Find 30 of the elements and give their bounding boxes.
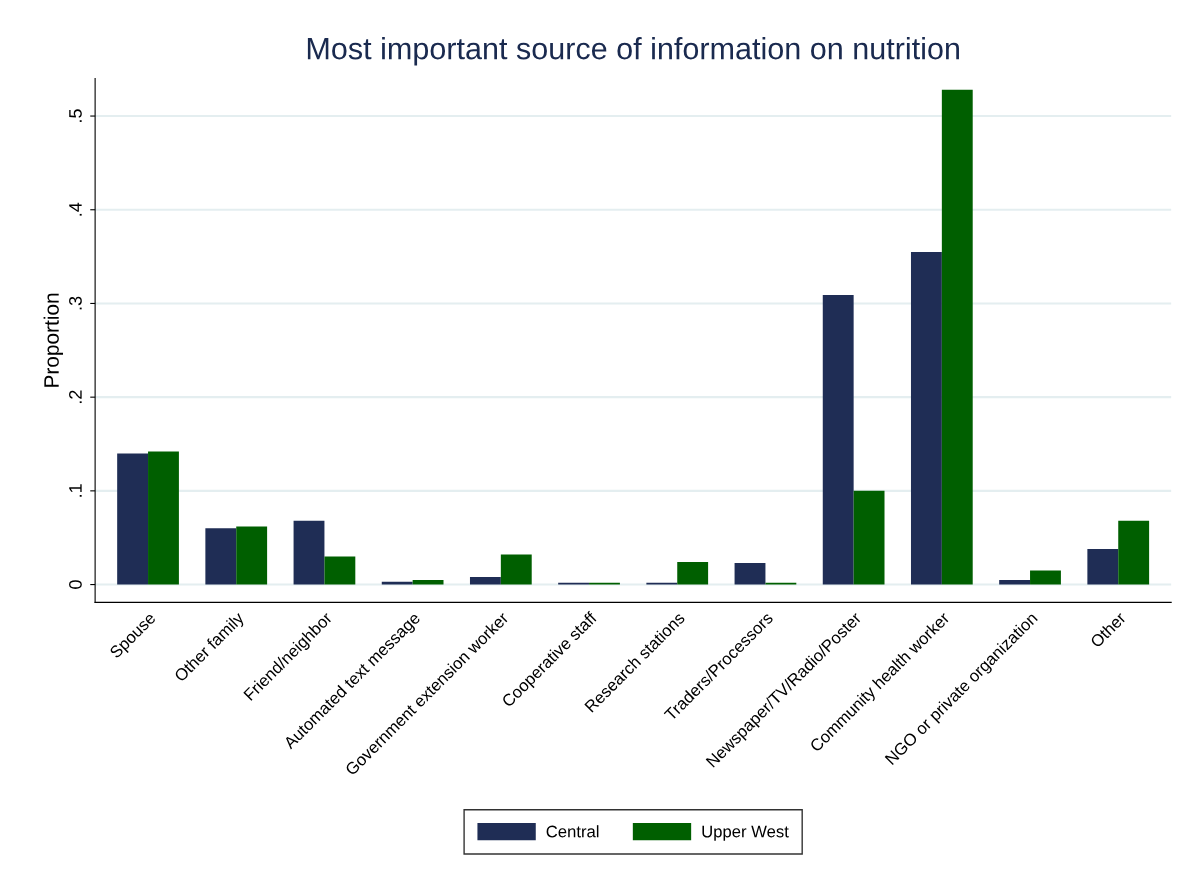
bar [205, 528, 237, 585]
legend-label: Central [546, 825, 599, 838]
bar [734, 563, 766, 585]
bar [1087, 548, 1119, 585]
bar [941, 89, 973, 585]
bar [324, 556, 356, 585]
y-tick-label: .5 [69, 109, 82, 122]
y-axis-title: Proportion [43, 293, 64, 387]
bar [148, 451, 179, 585]
y-tick-label: .4 [69, 202, 82, 216]
bar [822, 295, 854, 585]
legend-label: Upper West [702, 825, 789, 841]
bar [293, 520, 325, 585]
bar [1118, 520, 1150, 585]
bar [1030, 570, 1061, 585]
bar [381, 581, 413, 585]
chart-title: Most important source of information on nutrition [307, 36, 959, 66]
bar [117, 453, 149, 585]
y-tick-label: .2 [69, 390, 82, 404]
bar [853, 490, 885, 585]
bar [412, 579, 444, 585]
y-tick-label: 0 [69, 580, 82, 589]
bar [999, 579, 1031, 585]
bar [677, 562, 709, 585]
y-tick-label: .3 [69, 296, 82, 310]
bar [236, 526, 268, 585]
bar [910, 251, 942, 585]
bar [500, 554, 532, 585]
y-tick-label: .1 [69, 484, 82, 497]
bar [469, 577, 501, 585]
